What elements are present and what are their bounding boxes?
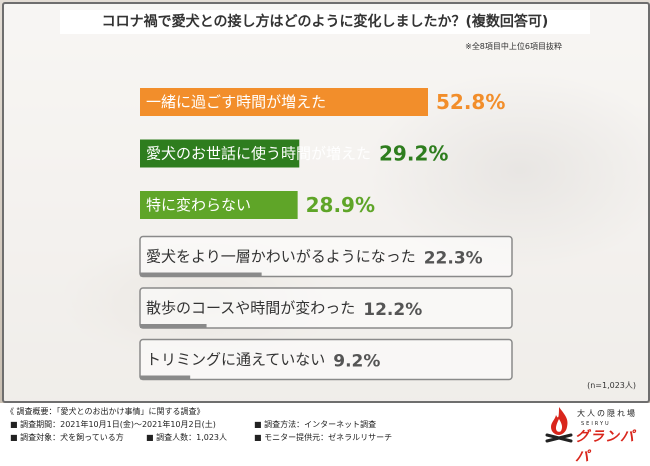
chart-note: ※全8項目中上位6項目抜粋	[465, 42, 562, 51]
bar-frame	[139, 235, 513, 278]
brand-logo: 大人の隠れ場 SEIRYU グランパパ	[543, 405, 647, 465]
bar-value-label: 12.2%	[363, 300, 422, 320]
survey-target: ■ 調査対象：犬を飼っている方	[10, 433, 124, 442]
bar-row: 愛犬をより一層かわいがるようになった 22.3%	[139, 235, 513, 278]
bar	[140, 191, 298, 219]
bar	[140, 272, 262, 277]
bar-value-label: 9.2%	[333, 352, 380, 372]
bar-chart: 一緒に過ごす時間が増えた 52.8% 愛犬のお世話に使う時間が増えた 29.2% 特に変…	[139, 88, 513, 381]
survey-summary: 《 調査概要：「愛犬とのお出かけ事情」に関する調査》 ■ 調査期間：2021年1…	[6, 406, 476, 450]
bar-row: 特に変わらない 28.9%	[140, 191, 375, 219]
survey-period: ■ 調査期間：2021年10月1日(金)～2021年10月2日(土)	[10, 420, 216, 429]
bar-category-label: 愛犬をより一層かわいがるようになった	[146, 248, 416, 266]
survey-provider: ■ モニター提供元：ゼネラルリサーチ	[254, 433, 393, 442]
bar-value-label: 28.9%	[306, 193, 375, 217]
bar-frame	[139, 338, 513, 381]
bar-category-label: 散歩のコースや時間が変わった	[146, 299, 355, 317]
bar-value-label: 52.8%	[436, 90, 505, 114]
bar-category-label: トリミングに通えていない	[146, 351, 325, 369]
bar-category-label: 特に変わらない	[146, 196, 251, 214]
bar-value-label: 22.3%	[424, 249, 483, 269]
chart-title: コロナ禍で愛犬との接し方はどのように変化しましたか？(複数回答可)	[60, 10, 590, 34]
survey-count: ■ 調査人数：1,023人	[146, 433, 228, 442]
bar	[140, 375, 191, 380]
chart-frame	[2, 2, 650, 403]
bar-row: 一緒に過ごす時間が増えた 52.8%	[140, 88, 505, 116]
bar-value-label: 29.2%	[379, 142, 448, 166]
survey-heading: 《 調査概要：「愛犬とのお出かけ事情」に関する調査》	[6, 407, 205, 416]
bar-category-label: 一緒に過ごす時間が増えた	[146, 93, 326, 111]
bar-row: トリミングに通えていない 9.2%	[139, 338, 513, 381]
logo-tagline: 大人の隠れ場	[577, 409, 637, 418]
bar	[140, 324, 207, 328]
bar	[140, 88, 428, 116]
bar-row: 愛犬のお世話に使う時間が増えた 29.2%	[140, 139, 448, 168]
bar	[140, 139, 300, 168]
bar-row: 散歩のコースや時間が変わった 12.2%	[139, 287, 513, 329]
bar-category-label: 愛犬のお世話に使う時間が増えた	[146, 145, 371, 163]
sample-size-label: (n=1,023人)	[587, 381, 636, 390]
logo-sub: SEIRYU	[581, 421, 611, 427]
logo-name: グランパパ	[575, 429, 635, 465]
campfire-icon	[545, 407, 573, 443]
survey-method: ■ 調査方法：インターネット調査	[254, 420, 377, 429]
bar-frame	[139, 287, 513, 329]
